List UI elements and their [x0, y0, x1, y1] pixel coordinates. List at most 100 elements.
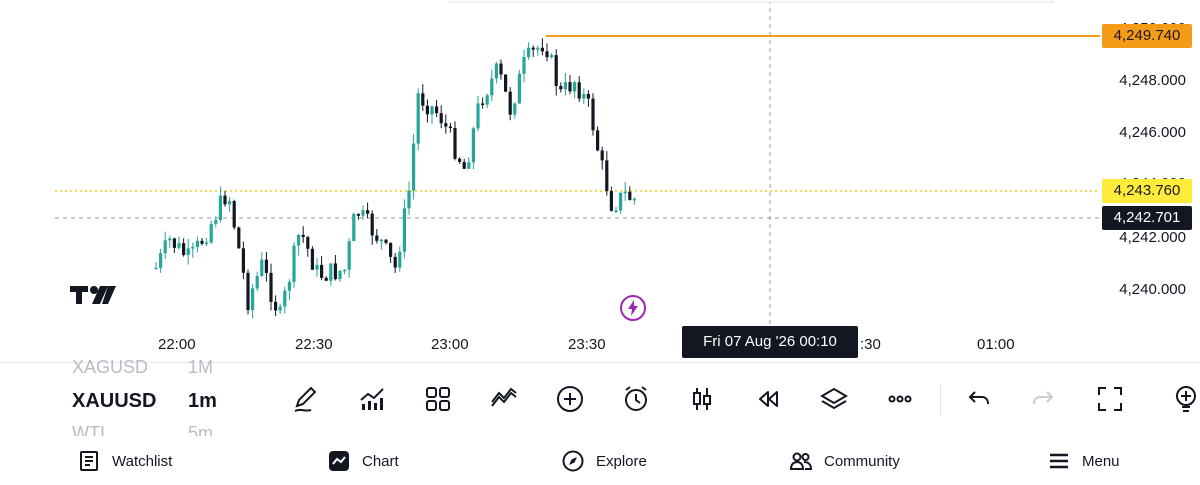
candle-body	[412, 143, 416, 191]
candle-body	[283, 290, 287, 307]
candle-body	[264, 259, 268, 273]
layouts-icon	[426, 387, 450, 411]
candle-body	[329, 263, 333, 281]
fullscreen-button[interactable]	[1094, 383, 1126, 415]
candle-body	[513, 103, 517, 115]
lightning-icon[interactable]	[619, 294, 647, 322]
y-axis-label: 4,240.000	[1119, 281, 1186, 298]
ideas-icon	[1176, 386, 1196, 412]
alert-button[interactable]	[620, 383, 652, 415]
layers-icon	[820, 387, 848, 410]
layouts-button[interactable]	[422, 383, 454, 415]
object-tree-button[interactable]	[818, 383, 850, 415]
candle-body	[508, 91, 512, 115]
chart-area[interactable]: 4,250.000 4,248.000 4,246.000 4,244.000 …	[0, 0, 1200, 362]
x-axis-label: 22:30	[295, 336, 333, 353]
candle-body	[232, 201, 236, 228]
candle-body	[609, 191, 613, 211]
x-axis-label: 23:00	[431, 336, 469, 353]
crosshair-price-tag: 4,242.701	[1102, 206, 1192, 230]
timeframe-prev[interactable]: 1M	[188, 357, 214, 377]
ideas-button[interactable]	[1170, 383, 1200, 415]
x-axis-label: 23:30	[568, 336, 606, 353]
last-price-tag: 4,243.760	[1102, 179, 1192, 203]
chart-type-button[interactable]	[686, 383, 718, 415]
candle-body	[481, 103, 485, 105]
candle-body	[379, 239, 383, 242]
redo-icon	[1033, 391, 1054, 405]
candle-body	[605, 160, 609, 192]
candle-body	[177, 243, 181, 248]
candle-body	[269, 272, 273, 302]
candle-body	[246, 272, 250, 311]
candle-body	[476, 103, 480, 129]
candle-body	[172, 238, 176, 248]
nav-explore[interactable]: Explore	[562, 448, 647, 474]
candle-body	[421, 93, 425, 106]
candle-body	[499, 63, 503, 75]
crosshair-time-tag: Fri 07 Aug '26 00:10	[682, 326, 858, 358]
redo-button[interactable]	[1028, 383, 1060, 415]
candle-body	[619, 192, 623, 211]
menu-icon	[1050, 453, 1068, 469]
candle-body	[545, 51, 549, 58]
candle-body	[228, 201, 232, 205]
candle-body	[582, 93, 586, 99]
nav-chart[interactable]: Chart	[328, 448, 399, 474]
candle-body	[586, 93, 590, 99]
candle-body	[214, 219, 218, 224]
candle-body	[159, 253, 163, 268]
replay-button[interactable]	[752, 383, 784, 415]
candle-body	[241, 248, 245, 273]
bottom-navigation: Watchlist Chart Explore Community Menu	[0, 436, 1200, 485]
symbol-prev[interactable]: XAGUSD	[72, 357, 149, 377]
candle-body	[536, 47, 540, 50]
candle-body	[550, 55, 554, 58]
candle-body	[407, 190, 411, 209]
candle-body	[205, 242, 209, 245]
undo-button[interactable]	[962, 383, 994, 415]
candle-body	[467, 162, 471, 169]
candle-body	[366, 210, 370, 214]
candle-body	[591, 98, 595, 131]
candle-body	[191, 246, 195, 249]
more-button[interactable]	[884, 383, 916, 415]
nav-menu[interactable]: Menu	[1048, 448, 1120, 474]
candle-body	[628, 191, 632, 200]
candle-body	[186, 248, 190, 255]
y-axis-label: 4,246.000	[1119, 124, 1186, 141]
candle-body	[540, 47, 544, 52]
candle-body	[375, 235, 379, 241]
x-axis-label: :30	[860, 336, 881, 353]
price-chart[interactable]	[0, 0, 1200, 362]
indicators-button[interactable]	[356, 383, 388, 415]
tradingview-logo-icon	[70, 286, 116, 304]
compare-button[interactable]	[488, 383, 520, 415]
candle-body	[260, 259, 264, 276]
candle-body	[632, 198, 636, 201]
add-symbol-button[interactable]	[554, 383, 586, 415]
candle-body	[439, 113, 443, 124]
nav-community[interactable]: Community	[790, 448, 900, 474]
candle-body	[306, 237, 310, 249]
nav-watchlist[interactable]: Watchlist	[78, 448, 172, 474]
candle-body	[338, 270, 342, 280]
candle-body	[453, 128, 457, 159]
add-icon	[557, 386, 583, 412]
symbol-name[interactable]: XAUUSD	[72, 390, 157, 412]
candle-body	[370, 213, 374, 236]
y-axis-label: 4,242.000	[1119, 229, 1186, 246]
drawing-tools-button[interactable]	[290, 383, 322, 415]
candle-body	[297, 234, 301, 246]
candle-body	[577, 82, 581, 99]
candle-body	[568, 82, 572, 92]
candle-body	[320, 264, 324, 278]
candle-body	[301, 234, 305, 238]
candle-body	[563, 82, 567, 90]
top-panel-edge	[449, 0, 1054, 3]
timeframe[interactable]: 1m	[188, 390, 217, 412]
candle-body	[600, 150, 604, 161]
fullscreen-icon	[1098, 387, 1122, 411]
y-axis-label: 4,248.000	[1119, 72, 1186, 89]
candle-body	[425, 105, 429, 115]
